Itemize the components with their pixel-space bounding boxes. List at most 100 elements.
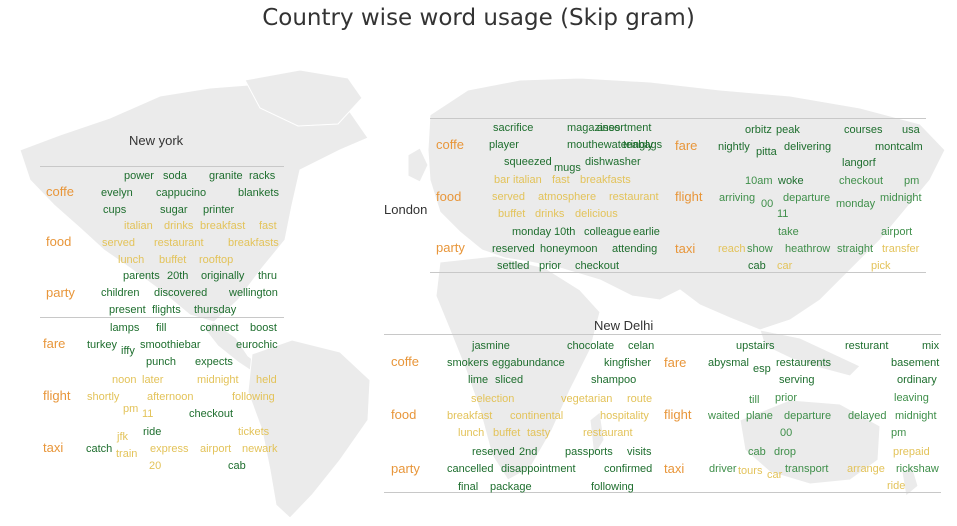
word-mark: car bbox=[777, 260, 793, 272]
word-mark: cappucino bbox=[156, 187, 207, 199]
word-mark: peak bbox=[776, 124, 800, 136]
word-mark: later bbox=[142, 374, 164, 386]
word-mark: breakfast bbox=[200, 220, 246, 232]
word-mark: restaurents bbox=[776, 357, 832, 369]
word-mark: rooftop bbox=[199, 254, 234, 266]
category-label: party bbox=[391, 461, 420, 476]
word-mark: following bbox=[591, 481, 634, 493]
word-mark: mugs bbox=[554, 162, 581, 174]
word-mark: 20th bbox=[167, 270, 189, 282]
word-mark: thursday bbox=[194, 304, 237, 316]
word-mark: vegetarian bbox=[561, 393, 613, 405]
word-mark: upstairs bbox=[736, 340, 775, 352]
category-label: party bbox=[46, 285, 75, 300]
word-mark: drinks bbox=[164, 220, 194, 232]
word-mark: shampoo bbox=[591, 374, 637, 386]
word-mark: children bbox=[101, 287, 140, 299]
word-mark: mix bbox=[922, 340, 940, 352]
word-mark: prepaid bbox=[893, 446, 930, 458]
word-mark: woke bbox=[778, 175, 804, 187]
word-mark: jfk bbox=[117, 431, 128, 443]
word-mark: rickshaw bbox=[896, 463, 939, 475]
word-mark: teabags bbox=[623, 139, 663, 151]
word-mark: monday bbox=[512, 226, 552, 238]
word-mark: settled bbox=[497, 260, 530, 272]
word-mark: 2nd bbox=[519, 446, 538, 458]
word-mark: punch bbox=[146, 356, 176, 368]
word-mark: bar bbox=[494, 174, 510, 186]
word-mark: parents bbox=[123, 270, 160, 282]
category-label: party bbox=[436, 240, 465, 255]
word-mark: midnight bbox=[895, 410, 937, 422]
word-mark: passports bbox=[565, 446, 613, 458]
word-mark: lunch bbox=[118, 254, 145, 266]
category-label: flight bbox=[675, 189, 703, 204]
word-mark: pm bbox=[904, 175, 920, 187]
word-mark: airport bbox=[881, 226, 913, 238]
category-label: food bbox=[436, 189, 462, 204]
africa-shape bbox=[435, 255, 601, 481]
word-mark: selection bbox=[471, 393, 515, 405]
word-mark: colleague bbox=[584, 226, 632, 238]
word-mark: driver bbox=[709, 463, 737, 475]
word-mark: checkout bbox=[189, 408, 234, 420]
word-mark: show bbox=[747, 243, 773, 255]
word-mark: route bbox=[627, 393, 653, 405]
word-mark: confirmed bbox=[604, 463, 653, 475]
word-mark: drop bbox=[774, 446, 797, 458]
word-mark: continental bbox=[510, 410, 564, 422]
word-mark: langorf bbox=[842, 157, 876, 169]
panel-divider bbox=[40, 166, 284, 167]
word-mark: transport bbox=[785, 463, 829, 475]
word-mark: 11 bbox=[777, 208, 789, 220]
panel-divider bbox=[384, 334, 941, 335]
australia-shape bbox=[739, 399, 881, 485]
panel-divider bbox=[430, 118, 926, 119]
word-mark: delicious bbox=[575, 208, 618, 220]
word-mark: cab bbox=[748, 446, 766, 458]
word-mark: player bbox=[489, 139, 519, 151]
word-mark: airport bbox=[200, 443, 232, 455]
word-mark: restaurant bbox=[154, 237, 204, 249]
category-label: coffe bbox=[391, 354, 419, 369]
word-mark: racks bbox=[249, 170, 276, 182]
word-mark: drinks bbox=[535, 208, 565, 220]
south-america-shape bbox=[247, 339, 371, 519]
word-mark: buffet bbox=[159, 254, 187, 266]
word-mark: midnight bbox=[880, 192, 922, 204]
word-mark: reserved bbox=[472, 446, 515, 458]
word-mark: eurochic bbox=[236, 339, 278, 351]
word-mark: blankets bbox=[238, 187, 279, 199]
panel-title: London bbox=[384, 202, 428, 217]
category-label: fare bbox=[43, 336, 66, 351]
word-mark: abysmal bbox=[708, 357, 749, 369]
word-mark: magazines bbox=[567, 122, 621, 134]
word-mark: arrange bbox=[847, 463, 885, 475]
word-mark: usa bbox=[902, 124, 920, 136]
word-mark: served bbox=[102, 237, 136, 249]
category-label: fare bbox=[675, 138, 698, 153]
new-zealand-shape bbox=[901, 465, 919, 497]
word-mark: flights bbox=[152, 304, 181, 316]
word-mark: served bbox=[492, 191, 526, 203]
word-mark: fill bbox=[156, 322, 167, 334]
word-mark: checkout bbox=[839, 175, 884, 187]
word-mark: buffet bbox=[498, 208, 526, 220]
word-mark: ride bbox=[887, 480, 906, 492]
word-mark: 20 bbox=[149, 460, 162, 472]
category-label: coffe bbox=[46, 184, 74, 199]
word-mark: squeezed bbox=[504, 156, 552, 168]
word-mark: assortment bbox=[597, 122, 652, 134]
word-mark: fast bbox=[552, 174, 570, 186]
word-mark: lamps bbox=[110, 322, 140, 334]
word-mark: originally bbox=[201, 270, 245, 282]
word-mark: mouthewateringly bbox=[567, 139, 654, 151]
word-mark: delayed bbox=[848, 410, 887, 422]
word-mark: plane bbox=[746, 410, 773, 422]
word-mark: pick bbox=[871, 260, 891, 272]
word-mark: heathrow bbox=[785, 243, 831, 255]
word-mark: departure bbox=[784, 410, 832, 422]
greenland-shape bbox=[244, 69, 363, 127]
word-mark: lunch bbox=[458, 427, 485, 439]
